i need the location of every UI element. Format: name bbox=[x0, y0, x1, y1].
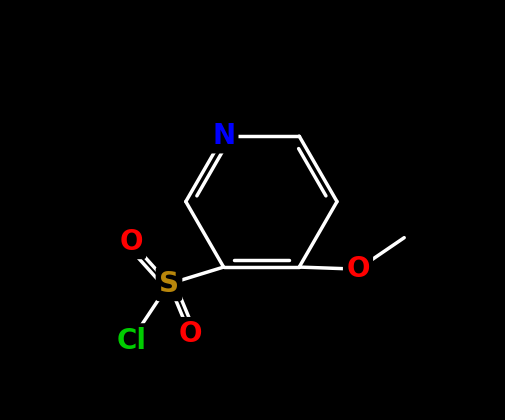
Text: Cl: Cl bbox=[116, 327, 146, 354]
Text: O: O bbox=[345, 255, 369, 283]
Text: O: O bbox=[119, 228, 143, 256]
Text: S: S bbox=[159, 270, 179, 298]
Text: O: O bbox=[178, 320, 201, 348]
Text: N: N bbox=[212, 122, 235, 150]
